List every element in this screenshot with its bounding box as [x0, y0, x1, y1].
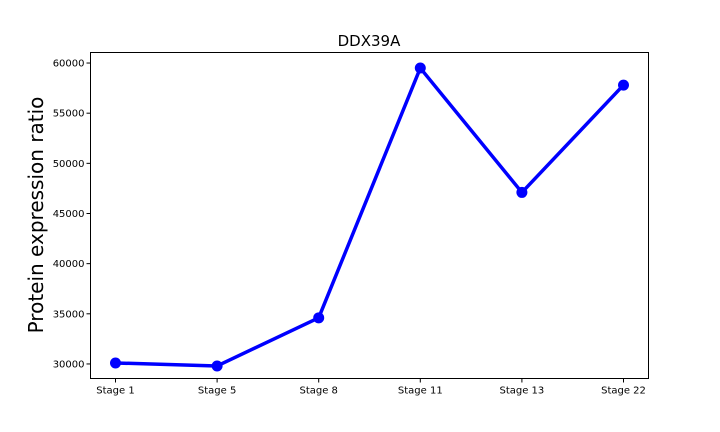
- y-tick-label-5: 55000: [53, 109, 85, 120]
- y-tick-label-3: 45000: [53, 209, 85, 220]
- y-tick-label-1: 35000: [53, 309, 85, 320]
- y-tick-label-0: 30000: [53, 359, 85, 370]
- data-point-2: [313, 312, 325, 324]
- x-tick-label-1: Stage 5: [198, 386, 236, 397]
- data-point-4: [516, 186, 528, 198]
- data-point-0: [110, 357, 121, 369]
- data-point-1: [211, 360, 223, 372]
- x-tick-label-0: Stage 1: [96, 386, 134, 397]
- series-line: [113, 66, 626, 368]
- y-axis-label: Protein expression ratio: [24, 97, 48, 334]
- x-tick-label-4: Stage 13: [499, 386, 544, 397]
- y-tick-label-6: 60000: [53, 59, 85, 70]
- y-tick-label-2: 40000: [53, 259, 85, 270]
- y-tick-label-4: 50000: [53, 159, 85, 170]
- x-tick-label-5: Stage 22: [601, 386, 646, 397]
- plot-frame: [90, 52, 649, 379]
- data-point-3: [414, 62, 426, 74]
- x-tick-label-2: Stage 8: [299, 386, 337, 397]
- x-axis-ticks: Stage 1 Stage 5 Stage 8 Stage 11 Stage 13 Sta…: [96, 378, 646, 397]
- data-point-5: [618, 79, 629, 91]
- series-markers: [110, 62, 629, 372]
- y-axis-ticks: 30000 35000 40000 45000 50000 55000 60000: [53, 59, 91, 370]
- chart-title: DDX39A: [338, 32, 401, 50]
- x-tick-label-3: Stage 11: [398, 386, 443, 397]
